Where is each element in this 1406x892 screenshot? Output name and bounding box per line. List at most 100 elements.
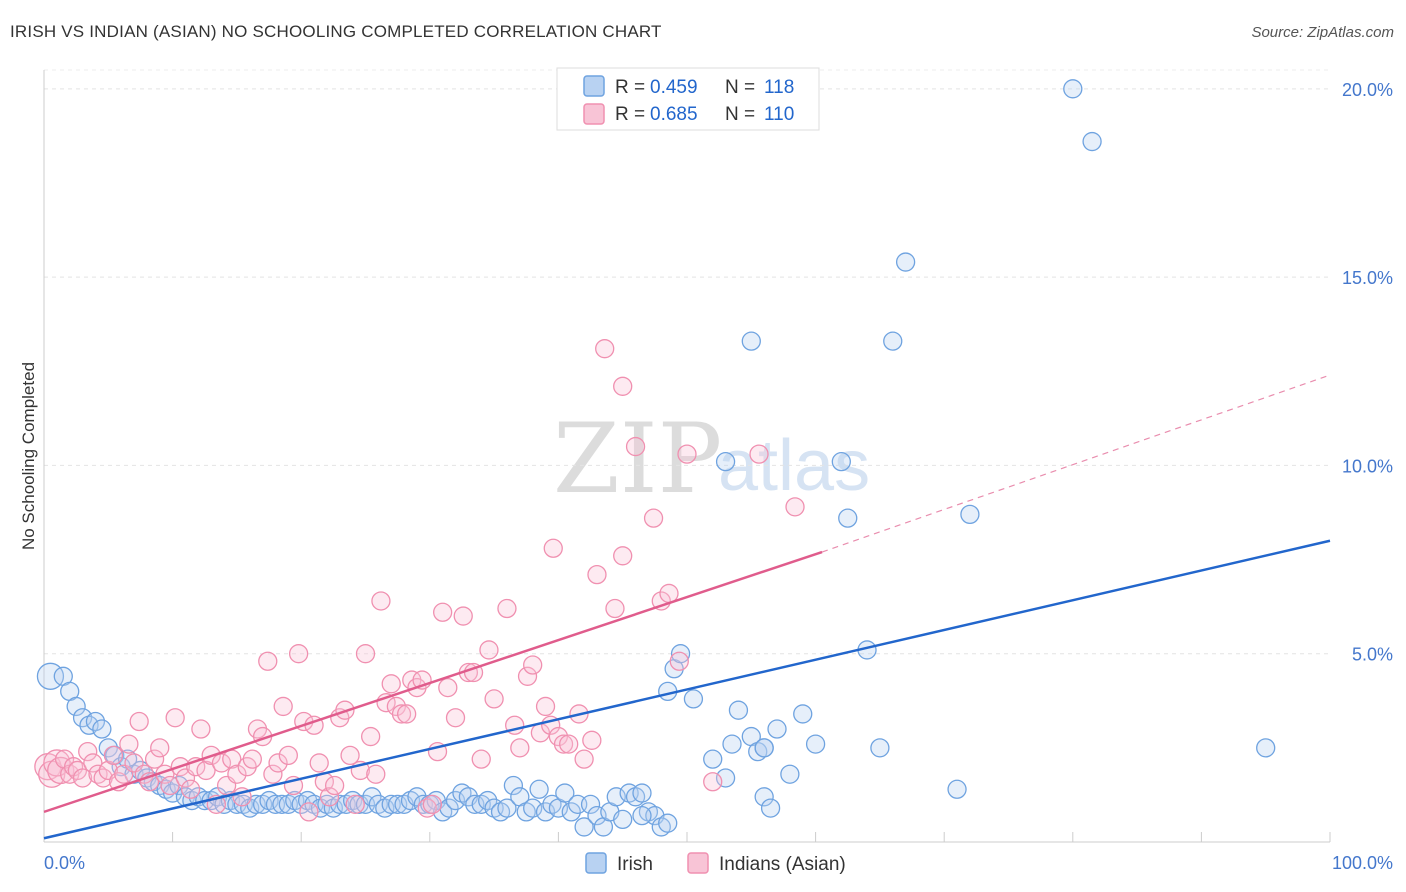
trend-line-indian-extension — [821, 374, 1331, 553]
irish-point-83 — [580, 794, 601, 814]
indian-point-57 — [324, 775, 345, 796]
indian-point-115 — [785, 497, 805, 517]
indian-point-19 — [129, 711, 149, 732]
indian-point-84 — [471, 749, 491, 769]
irish-point-75 — [529, 779, 549, 799]
irish-point-127 — [754, 738, 774, 758]
irish-point-79 — [555, 783, 575, 803]
indian-point-8 — [72, 768, 93, 788]
irish-point-104 — [728, 700, 749, 720]
irish-point-88 — [613, 809, 633, 830]
irish-point-116 — [831, 451, 851, 472]
indian-point-48 — [278, 745, 298, 766]
y-tick-label-1: 10.0% — [1342, 456, 1393, 476]
irish-point-96 — [632, 805, 652, 826]
indian-point-11 — [88, 764, 108, 784]
irish-point-110 — [760, 798, 781, 818]
legend-swatch-irish — [583, 75, 605, 97]
irish-point-109 — [754, 787, 774, 807]
trend-line-irish — [43, 539, 1331, 840]
indian-point-106 — [613, 376, 633, 396]
indian-point-60 — [340, 745, 360, 766]
bottom-legend-label-irish: Irish — [617, 854, 653, 875]
legend: R = 0.459 N = 118 R = 0.685 N = 110 — [556, 67, 820, 131]
irish-point-107 — [715, 451, 736, 472]
indian-point-70 — [391, 704, 412, 724]
y-tick-labels: 5.0% 10.0% 15.0% 20.0% — [1342, 80, 1393, 665]
irish-point-100 — [683, 689, 704, 709]
indian-point-79 — [438, 677, 458, 698]
x-tick-label-min: 0.0% — [44, 853, 85, 873]
irish-point-80 — [561, 802, 581, 822]
indian-point-46 — [268, 753, 288, 773]
indian-point-98 — [559, 734, 579, 754]
indian-point-56 — [319, 787, 340, 807]
indian-point-114 — [749, 444, 769, 464]
indian-point-10 — [83, 753, 103, 773]
irish-point-124 — [1063, 79, 1083, 99]
indian-point-29 — [180, 779, 201, 799]
indian-point-80 — [445, 708, 466, 728]
indian-point-22 — [144, 749, 165, 769]
indian-point-107 — [625, 436, 646, 457]
indian-point-31 — [191, 719, 211, 739]
indian-point-76 — [422, 794, 443, 814]
indian-point-47 — [273, 696, 293, 717]
indian-point-75 — [417, 798, 437, 818]
irish-point-119 — [870, 738, 890, 758]
legend-n-label-indian: N = — [725, 104, 755, 125]
irish-point-67 — [478, 790, 498, 811]
indian-point-104 — [605, 598, 625, 619]
irish-point-123 — [947, 779, 967, 799]
indian-point-95 — [543, 538, 563, 558]
irish-point-120 — [883, 331, 903, 351]
indian-point-81 — [453, 606, 473, 626]
irish-point-99 — [670, 644, 691, 664]
legend-n-value-irish: 118 — [764, 77, 794, 98]
x-tick-label-max: 100.0% — [1332, 853, 1393, 873]
irish-point-114 — [793, 704, 813, 724]
trend-line-indian — [43, 550, 823, 814]
watermark-atlas: atlas — [718, 426, 870, 506]
irish-point-95 — [658, 813, 678, 833]
indian-point-52 — [299, 802, 319, 822]
irish-point-125 — [1082, 131, 1102, 152]
irish-point-70 — [497, 798, 517, 818]
irish-point-121 — [895, 252, 916, 272]
legend-n-label-irish: N = — [725, 77, 755, 98]
y-tick-label-3: 20.0% — [1342, 80, 1393, 100]
indian-point-78 — [433, 602, 453, 622]
indian-point-91 — [523, 655, 543, 675]
irish-point-91 — [632, 783, 652, 803]
indian-point-102 — [587, 564, 607, 585]
irish-point-113 — [780, 764, 800, 784]
series-irish — [36, 79, 1276, 837]
indian-point-103 — [595, 339, 615, 359]
chart-source: Source: ZipAtlas.com — [1251, 24, 1394, 41]
irish-point-115 — [805, 734, 826, 754]
irish-point-122 — [960, 504, 980, 525]
indian-point-32 — [196, 760, 216, 781]
indian-point-111 — [669, 651, 689, 671]
series-indian — [34, 339, 805, 822]
irish-point-117 — [838, 508, 858, 528]
indian-point-65 — [366, 764, 386, 784]
indian-point-112 — [677, 444, 697, 464]
indian-point-38 — [227, 764, 247, 784]
legend-r-label-indian: R = — [615, 104, 645, 125]
indian-point-61 — [345, 794, 365, 814]
trend-lines — [43, 374, 1331, 840]
irish-point-3 — [66, 696, 86, 717]
indian-point-68 — [381, 674, 401, 694]
indian-point-45 — [263, 764, 283, 784]
indian-point-90 — [517, 666, 538, 686]
bottom-legend-label-indian: Indians (Asian) — [719, 854, 846, 875]
irish-point-82 — [574, 817, 594, 837]
irish-point-108 — [741, 331, 761, 351]
irish-point-103 — [722, 734, 742, 754]
indian-point-64 — [360, 726, 381, 747]
indian-point-66 — [371, 591, 391, 611]
indian-point-93 — [535, 696, 556, 717]
indian-point-63 — [355, 644, 376, 664]
